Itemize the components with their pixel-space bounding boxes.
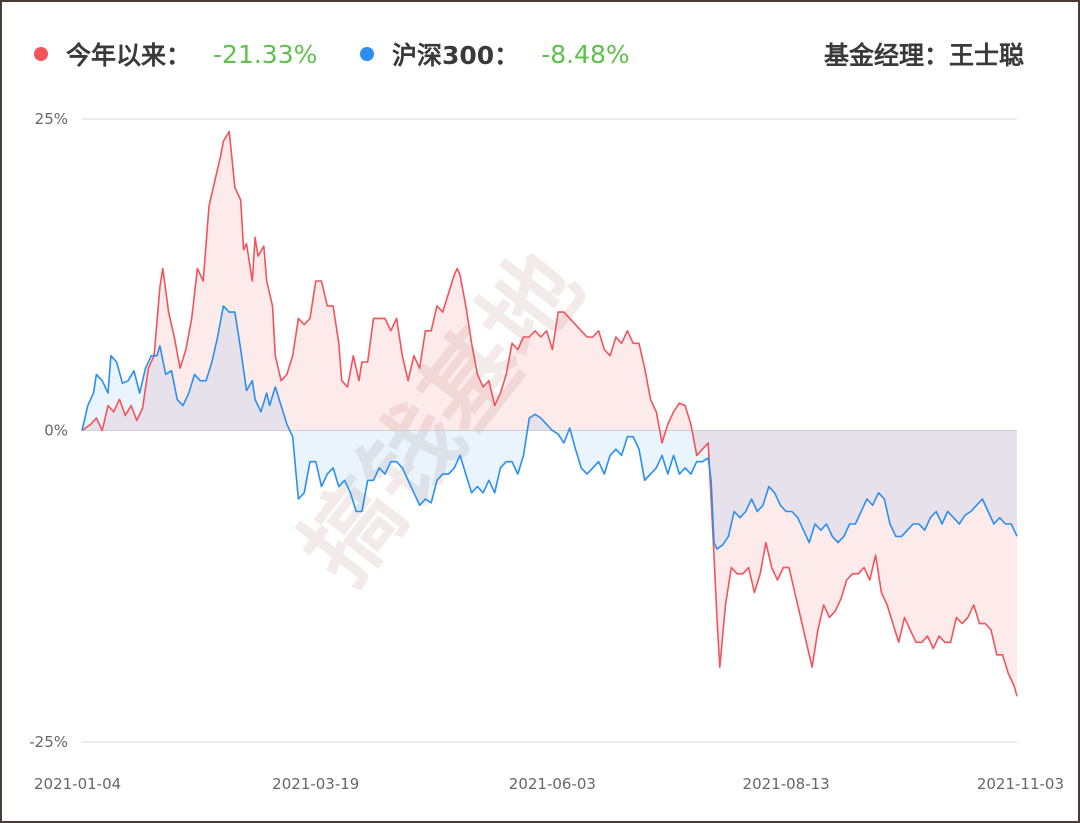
legend: 今年以来： -21.33% 沪深300： -8.48%	[34, 36, 1080, 76]
fund-label: 今年以来：	[66, 41, 192, 70]
grid	[82, 118, 1017, 743]
x-tick-label: 2021-03-19	[272, 775, 359, 793]
series-lines	[81, 130, 1018, 697]
x-tick-label: 2021-06-03	[509, 775, 596, 793]
fund-value: -21.33%	[213, 39, 318, 69]
x-tick-label: 2021-11-03	[977, 775, 1064, 793]
series-line-index	[81, 305, 1018, 550]
index-label: 沪深300：	[392, 41, 520, 70]
fund-dot-icon	[34, 47, 48, 61]
legend-index[interactable]: 沪深300： -8.48%	[360, 36, 630, 72]
y-tick-label: 0%	[44, 422, 68, 440]
x-tick-label: 2021-01-04	[34, 775, 121, 793]
series-areas	[82, 131, 1017, 697]
fund-manager: 基金经理：王士聪	[823, 41, 1024, 70]
index-value: -8.48%	[541, 39, 630, 69]
y-axis: 25% 0% -25%	[29, 110, 68, 751]
index-dot-icon	[360, 47, 374, 61]
x-axis: 2021-01-04 2021-03-19 2021-06-03 2021-08-13…	[34, 775, 1064, 793]
y-tick-label: -25%	[29, 733, 68, 751]
series-area-fund	[82, 131, 1017, 697]
x-tick-label: 2021-08-13	[743, 775, 830, 793]
y-tick-label: 25%	[35, 110, 68, 128]
legend-fund[interactable]: 今年以来： -21.33%	[34, 36, 317, 72]
series-line-fund	[81, 130, 1018, 697]
